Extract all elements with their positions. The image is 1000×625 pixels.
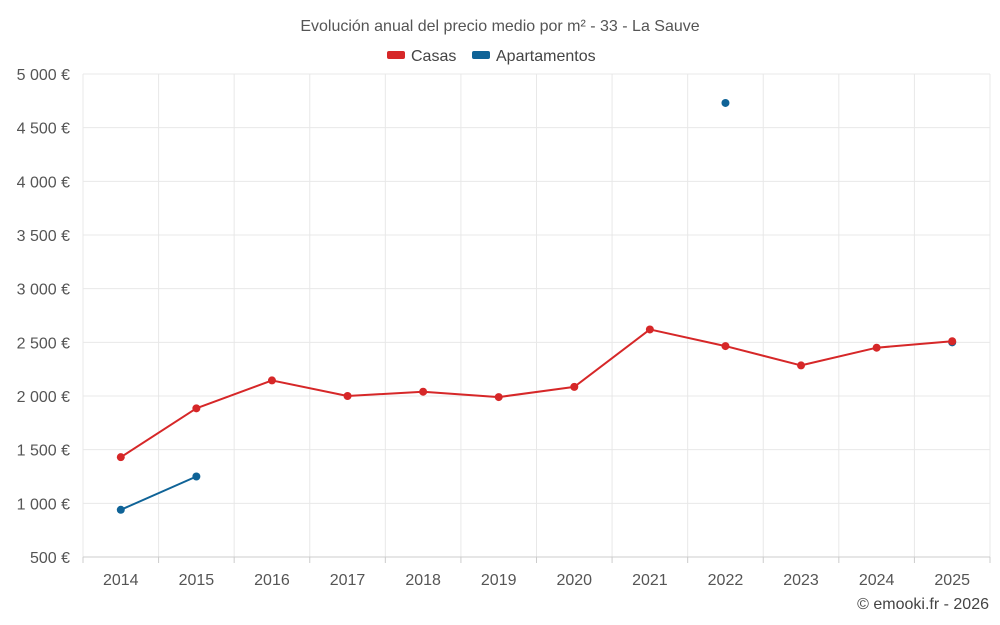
data-point-casas-2014[interactable] [116,453,125,462]
y-tick-label: 4 000 € [17,174,70,191]
legend-label-apartamentos[interactable]: Apartamentos [496,48,596,65]
x-tick-label: 2014 [103,572,139,589]
y-tick-label: 500 € [30,550,70,567]
y-tick-label: 4 500 € [17,121,70,138]
x-tick-label: 2015 [179,572,215,589]
x-tick-label: 2023 [783,572,819,589]
data-point-casas-2023[interactable] [797,361,806,370]
data-point-casas-2020[interactable] [570,382,579,391]
series-apartamentos [116,98,957,514]
x-tick-label: 2016 [254,572,290,589]
x-tick-label: 2022 [708,572,744,589]
y-tick-label: 2 000 € [17,389,70,406]
data-point-apartamentos-2015[interactable] [192,472,201,481]
x-tick-label: 2018 [405,572,441,589]
x-tick-label: 2024 [859,572,895,589]
data-point-apartamentos-2022[interactable] [721,98,730,107]
data-point-casas-2017[interactable] [343,392,352,400]
y-tick-label: 1 500 € [17,443,70,460]
series-casas [116,325,957,462]
y-tick-label: 3 000 € [17,282,70,299]
data-point-casas-2015[interactable] [192,404,201,413]
x-tick-label: 2021 [632,572,668,589]
data-point-casas-2018[interactable] [419,387,428,396]
data-point-casas-2016[interactable] [267,376,276,385]
x-tick-label: 2025 [934,572,970,589]
data-point-casas-2025[interactable] [948,337,957,346]
x-axis-tick-labels: 2014 2015 2016 2017 2018 2019 2020 2021 2022 2023… [82,557,991,589]
legend-label-casas[interactable]: Casas [411,48,456,65]
legend-swatch-apartamentos[interactable] [472,51,490,59]
data-point-casas-2021[interactable] [645,325,654,334]
chart-title: Evolución anual del precio medio por m² … [300,18,699,35]
legend-swatch-casas[interactable] [387,51,405,59]
x-tick-label: 2020 [556,572,592,589]
data-point-apartamentos-2014[interactable] [116,505,125,514]
data-point-casas-2022[interactable] [721,342,730,351]
series-line-apartamentos [120,475,197,511]
y-tick-label: 5 000 € [17,67,70,84]
y-tick-label: 2 500 € [17,335,70,352]
x-tick-label: 2017 [330,572,366,589]
legend[interactable]: Casas Apartamentos [387,48,596,65]
series-layer [116,98,957,514]
credit-text: © emooki.fr - 2026 [857,596,989,613]
y-tick-label: 3 500 € [17,228,70,245]
x-tick-label: 2019 [481,572,517,589]
data-point-casas-2019[interactable] [494,393,503,402]
y-axis-tick-labels: 500 € 1 000 € 1 500 € 2 000 € 2 500 € 3 000 €… [17,67,70,567]
data-point-casas-2024[interactable] [872,343,881,352]
series-line-casas [120,328,953,459]
y-tick-label: 1 000 € [17,496,70,513]
grid [82,73,991,557]
